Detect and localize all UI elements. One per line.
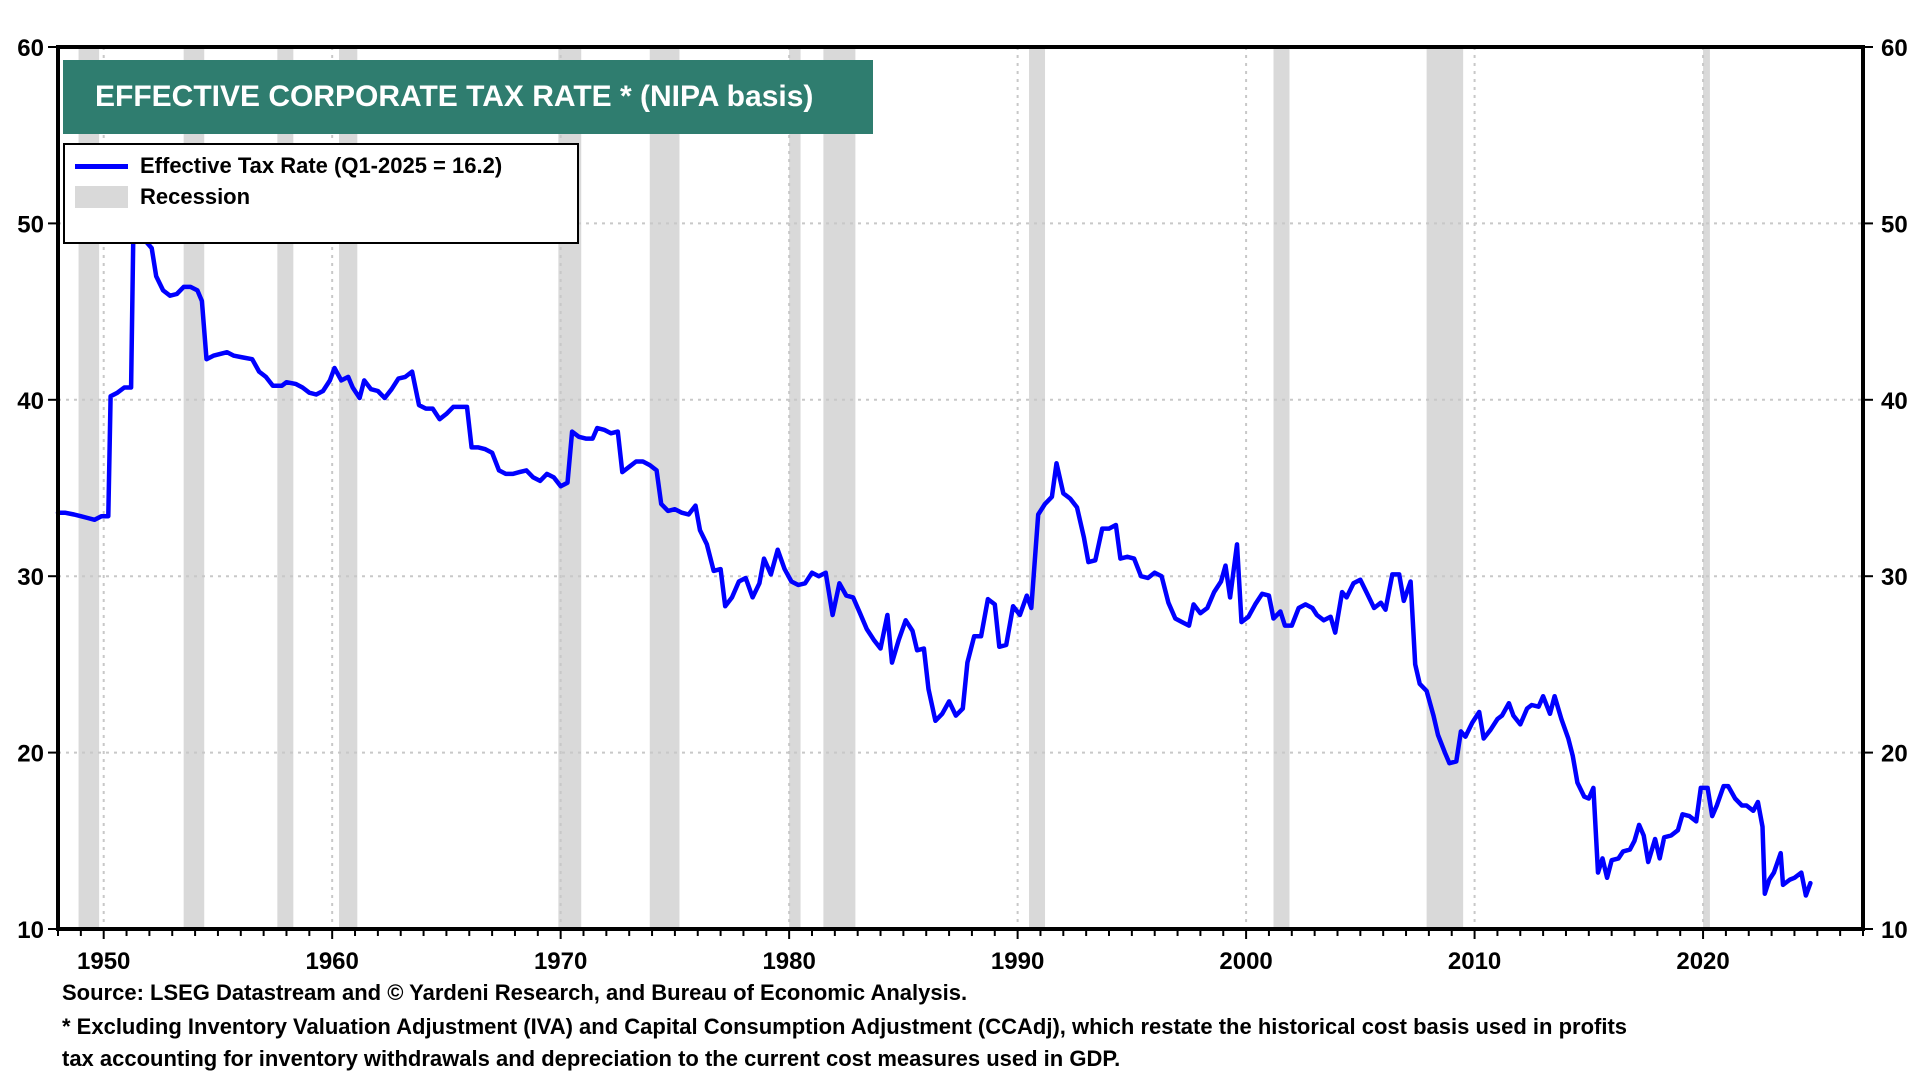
- y-tick-label-right: 10: [1881, 917, 1908, 944]
- x-tick-label: 1960: [305, 948, 358, 975]
- x-tick-label: 2000: [1219, 948, 1272, 975]
- recession-band: [78, 47, 100, 929]
- x-tick-label: 2010: [1448, 948, 1501, 975]
- legend-item-recession: Recession: [75, 184, 250, 210]
- footnote-line-2: tax accounting for inventory withdrawals…: [62, 1046, 1121, 1071]
- axes: [48, 45, 1873, 939]
- legend-line-swatch: [75, 163, 128, 169]
- recession-band: [183, 47, 205, 929]
- recession-band: [823, 47, 856, 929]
- y-tick-label-right: 50: [1881, 211, 1908, 238]
- legend-recession-label: Recession: [140, 184, 251, 209]
- recession-band: [339, 47, 358, 929]
- y-tick-label-right: 30: [1881, 564, 1908, 591]
- legend: Effective Tax Rate (Q1-2025 = 16.2) Rece…: [63, 143, 579, 244]
- recession-band: [649, 47, 680, 929]
- y-tick-label-left: 20: [17, 741, 44, 768]
- y-tick-label-left: 60: [17, 35, 44, 62]
- footnote-line-1: * Excluding Inventory Valuation Adjustme…: [62, 1014, 1628, 1039]
- y-tick-label-left: 10: [17, 917, 44, 944]
- series-layer: [55, 226, 1813, 898]
- legend-item-series: Effective Tax Rate (Q1-2025 = 16.2): [75, 153, 502, 179]
- recession-band: [1273, 47, 1290, 929]
- x-tick-label: 1990: [991, 948, 1044, 975]
- x-tick-label: 1970: [534, 948, 587, 975]
- recession-band: [277, 47, 294, 929]
- y-tick-label-left: 40: [17, 388, 44, 415]
- y-tick-label-right: 20: [1881, 741, 1908, 768]
- x-tick-label: 1980: [762, 948, 815, 975]
- y-tick-label-left: 30: [17, 564, 44, 591]
- recession-band: [789, 47, 801, 929]
- plot-frame: [56, 45, 1865, 931]
- x-tick-label: 2020: [1676, 948, 1729, 975]
- recession-band: [1029, 47, 1046, 929]
- source-note: Source: LSEG Datastream and © Yardeni Re…: [62, 980, 968, 1005]
- chart-title-text: EFFECTIVE CORPORATE TAX RATE * (NIPA bas…: [95, 80, 814, 113]
- recession-band: [1703, 47, 1710, 929]
- recession-band: [558, 47, 582, 929]
- x-tick-label: 1950: [77, 948, 130, 975]
- recession-band: [1426, 47, 1464, 929]
- y-tick-label-right: 40: [1881, 388, 1908, 415]
- legend-series-label: Effective Tax Rate (Q1-2025 = 16.2): [140, 153, 503, 178]
- legend-recession-swatch: [75, 186, 128, 208]
- chart-title: EFFECTIVE CORPORATE TAX RATE * (NIPA bas…: [63, 60, 873, 134]
- y-tick-label-right: 60: [1881, 35, 1908, 62]
- y-tick-label-left: 50: [17, 211, 44, 238]
- recession-bands: [78, 47, 1710, 929]
- series-line-effective-tax-rate: [55, 226, 1813, 898]
